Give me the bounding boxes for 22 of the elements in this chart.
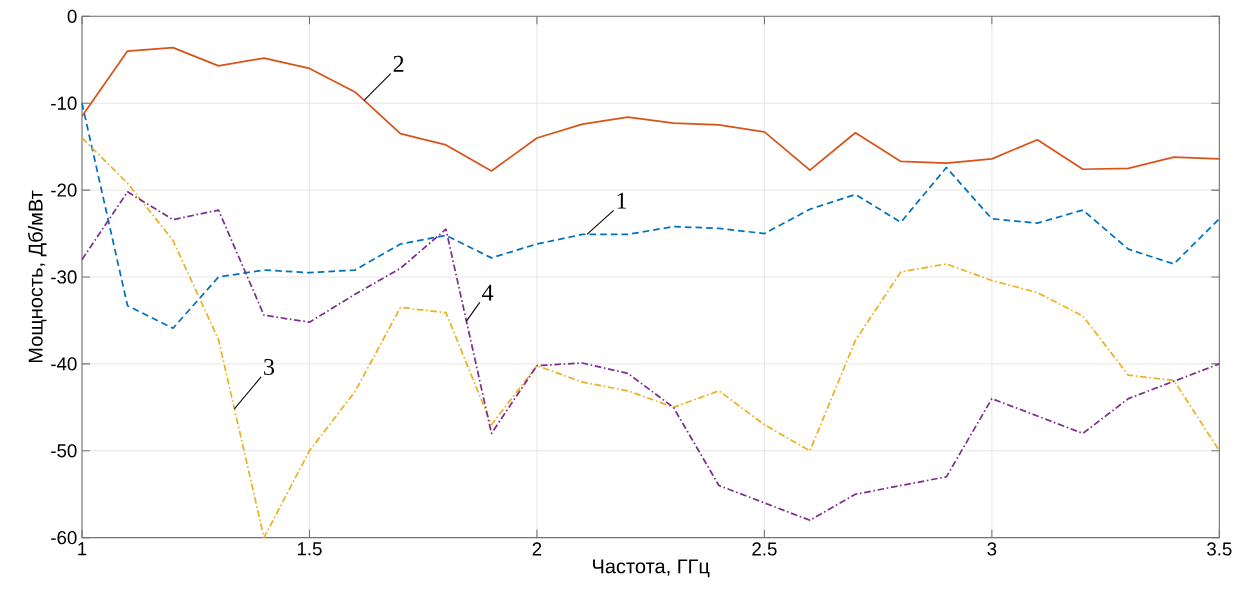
line-series [81,102,1221,330]
y-tick-label: 0 [67,9,77,24]
x-tick-label: 3 [987,542,997,556]
line-series [81,137,1221,539]
x-tick-label: 2.5 [752,542,777,556]
series-label: 1 [617,192,627,209]
y-axis-title: Мощность, Дб/мВт [27,190,47,363]
x-axis-title: Частота, ГГц [593,559,710,578]
line-series [81,46,1221,173]
x-tick-label: 1.5 [297,542,322,556]
y-tick-label: -10 [51,96,77,111]
series-label: 2 [393,56,404,72]
x-tick-label: 3.5 [1207,542,1232,556]
x-tick-label: 2 [532,542,542,556]
y-tick-label: -50 [51,444,77,458]
y-tick-label: -30 [51,270,77,284]
y-tick-label: -60 [51,531,77,545]
series-label: 4 [482,284,494,301]
x-tick-label: 1 [78,542,87,556]
y-tick-label: -40 [51,357,77,371]
y-tick-label: -20 [51,183,77,197]
series-label: 3 [264,359,275,376]
